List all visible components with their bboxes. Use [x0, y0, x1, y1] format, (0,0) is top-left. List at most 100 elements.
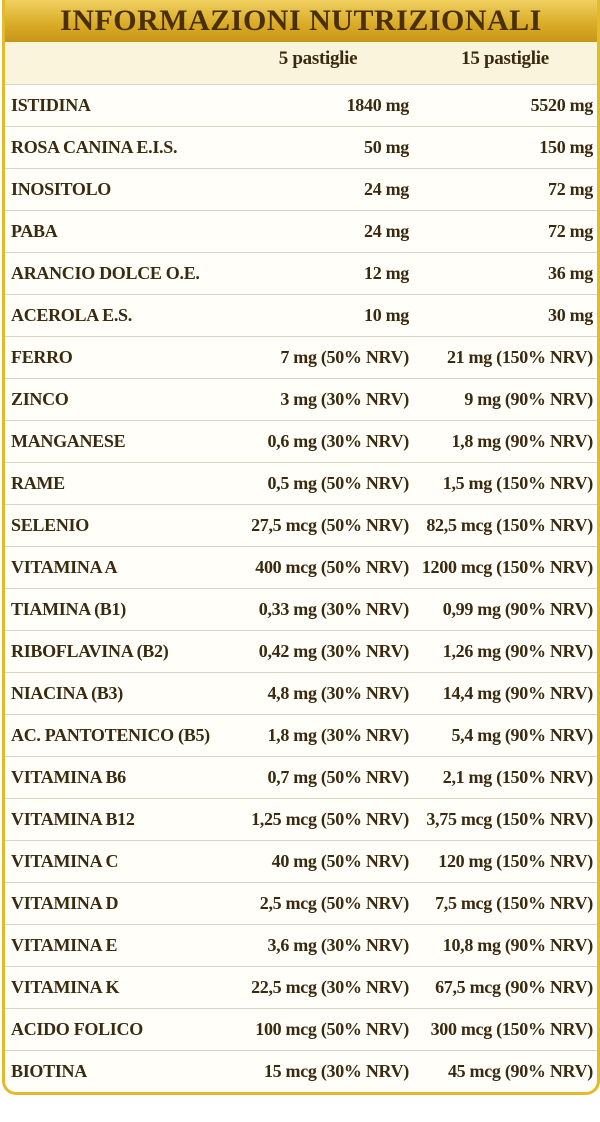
column-header: 5 pastiglie — [223, 42, 413, 85]
nutrient-amount: 72 mg — [413, 210, 597, 253]
table-row: ARANCIO DOLCE O.E. 12 mg 36 mg — [5, 252, 597, 295]
nutrient-name: PABA — [5, 210, 223, 253]
table-row: ZINCO 3 mg (30% NRV) 9 mg (90% NRV) — [5, 378, 597, 421]
nutrient-amount: 14,4 mg (90% NRV) — [413, 672, 597, 715]
nutrient-amount: 400 mcg (50% NRV) — [223, 546, 413, 589]
nutrient-name: TIAMINA (B1) — [5, 588, 223, 631]
nutrient-amount: 22,5 mcg (30% NRV) — [223, 966, 413, 1009]
nutrient-name: VITAMINA A — [5, 546, 223, 589]
nutrient-amount: 67,5 mcg (90% NRV) — [413, 966, 597, 1009]
table-row: PABA 24 mg 72 mg — [5, 210, 597, 253]
nutrient-amount: 50 mg — [223, 126, 413, 169]
nutrition-table: 5 pastiglie 15 pastiglie ISTIDINA 1840 mg 5… — [5, 42, 597, 1092]
nutrient-amount: 27,5 mcg (50% NRV) — [223, 504, 413, 547]
nutrient-amount: 7 mg (50% NRV) — [223, 336, 413, 379]
table-row: TIAMINA (B1) 0,33 mg (30% NRV) 0,99 mg (90… — [5, 588, 597, 631]
nutrient-name: RAME — [5, 462, 223, 505]
nutrient-amount: 72 mg — [413, 168, 597, 211]
nutrient-amount: 21 mg (150% NRV) — [413, 336, 597, 379]
nutrient-amount: 3,75 mcg (150% NRV) — [413, 798, 597, 841]
table-row: AC. PANTOTENICO (B5) 1,8 mg (30% NRV) 5,4 … — [5, 714, 597, 757]
nutrient-name: BIOTINA — [11, 1060, 87, 1081]
nutrient-amount: 24 mg — [223, 210, 413, 253]
nutrient-amount: 100 mcg (50% NRV) — [223, 1008, 413, 1051]
nutrient-amount: 120 mg (150% NRV) — [413, 840, 597, 883]
nutrient-amount: 1,26 mg (90% NRV) — [413, 630, 597, 673]
nutrient-amount: 2,1 mg (150% NRV) — [413, 756, 597, 799]
table-row: ACEROLA E.S. 10 mg 30 mg — [5, 294, 597, 337]
nutrient-amount: 0,33 mg (30% NRV) — [223, 588, 413, 631]
nutrient-amount: 24 mg — [223, 168, 413, 211]
nutrient-amount: 4,8 mg (30% NRV) — [223, 672, 413, 715]
table-row: VITAMINA C 40 mg (50% NRV) 120 mg (150% NR… — [5, 840, 597, 883]
nutrient-amount: 3 mg (30% NRV) — [223, 378, 413, 421]
table-row: INOSITOLO 24 mg 72 mg — [5, 168, 597, 211]
nutrient-name: NIACINA (B3) — [5, 672, 223, 715]
nutrient-amount: 1,25 mcg (50% NRV) — [223, 798, 413, 841]
nutrient-amount: 0,7 mg (50% NRV) — [223, 756, 413, 799]
table-row: VITAMINA B6 0,7 mg (50% NRV) 2,1 mg (150% … — [5, 756, 597, 799]
nutrient-name: INOSITOLO — [5, 168, 223, 211]
table-row: VITAMINA D 2,5 mcg (50% NRV) 7,5 mcg (150%… — [5, 882, 597, 925]
column-header: 15 pastiglie — [413, 42, 597, 85]
nutrient-amount: 1,8 mg (30% NRV) — [223, 714, 413, 757]
table-row: ROSA CANINA E.I.S. 50 mg 150 mg — [5, 126, 597, 169]
table-row: RIBOFLAVINA (B2) 0,42 mg (30% NRV) 1,26 mg… — [5, 630, 597, 673]
nutrient-name: MANGANESE — [5, 420, 223, 463]
nutrient-name: VITAMINA B6 — [5, 756, 223, 799]
nutrient-name: VITAMINA C — [5, 840, 223, 883]
nutrient-name: VITAMINA K — [5, 966, 223, 1009]
table-row: MANGANESE 0,6 mg (30% NRV) 1,8 mg (90% NRV… — [5, 420, 597, 463]
table-row: VITAMINA A 400 mcg (50% NRV) 1200 mcg (150… — [5, 546, 597, 589]
nutrient-name: FERRO — [5, 336, 223, 379]
nutrient-name: RIBOFLAVINA (B2) — [5, 630, 223, 673]
nutrient-amount: 5,4 mg (90% NRV) — [413, 714, 597, 757]
nutrient-name: SELENIO — [5, 504, 223, 547]
nutrient-amount: 1,5 mg (150% NRV) — [413, 462, 597, 505]
table-row: SELENIO 27,5 mcg (50% NRV) 82,5 mcg (150% … — [5, 504, 597, 547]
nutrient-amount: 40 mg (50% NRV) — [223, 840, 413, 883]
nutrient-amount: 1840 mg — [223, 84, 413, 127]
nutrient-amount: 82,5 mcg (150% NRV) — [413, 504, 597, 547]
nutrient-amount: 5520 mg — [413, 84, 597, 127]
nutrient-amount: 7,5 mcg (150% NRV) — [413, 882, 597, 925]
nutrient-name: VITAMINA D — [5, 882, 223, 925]
nutrient-amount: 10,8 mg (90% NRV) — [413, 924, 597, 967]
nutrient-name: AC. PANTOTENICO (B5) — [5, 714, 223, 757]
nutrient-name: ISTIDINA — [5, 84, 223, 127]
header-row: 5 pastiglie 15 pastiglie — [5, 42, 597, 85]
nutrient-amount: 45 mcg (90% NRV) — [447, 1060, 593, 1081]
nutrient-name: ARANCIO DOLCE O.E. — [5, 252, 223, 295]
nutrient-name: ACEROLA E.S. — [5, 294, 223, 337]
nutrition-panel: INFORMAZIONI NUTRIZIONALI 5 pastiglie 15 … — [2, 0, 600, 1095]
nutrient-amount: 0,99 mg (90% NRV) — [413, 588, 597, 631]
header-cell — [5, 42, 223, 85]
nutrient-amount: 10 mg — [223, 294, 413, 337]
table-row: BIOTINA 15 mcg (30% NRV) 45 mcg (90% NRV) — [5, 1050, 597, 1092]
nutrient-amount: 0,5 mg (50% NRV) — [223, 462, 413, 505]
table-row: ACIDO FOLICO 100 mcg (50% NRV) 300 mcg (15… — [5, 1008, 597, 1051]
nutrient-amount: 15 mcg (30% NRV) — [263, 1060, 409, 1081]
nutrient-name: VITAMINA B12 — [5, 798, 223, 841]
table-row: VITAMINA B12 1,25 mcg (50% NRV) 3,75 mcg (… — [5, 798, 597, 841]
nutrient-amount: 12 mg — [223, 252, 413, 295]
nutrient-amount: 3,6 mg (30% NRV) — [223, 924, 413, 967]
nutrient-amount: 9 mg (90% NRV) — [413, 378, 597, 421]
table-row: NIACINA (B3) 4,8 mg (30% NRV) 14,4 mg (90%… — [5, 672, 597, 715]
nutrient-amount: 2,5 mcg (50% NRV) — [223, 882, 413, 925]
nutrient-name: ROSA CANINA E.I.S. — [5, 126, 223, 169]
nutrient-name: ACIDO FOLICO — [5, 1008, 223, 1051]
nutrient-name: ZINCO — [5, 378, 223, 421]
table-row: ISTIDINA 1840 mg 5520 mg — [5, 84, 597, 127]
nutrient-amount: 0,6 mg (30% NRV) — [223, 420, 413, 463]
nutrient-amount: 300 mcg (150% NRV) — [413, 1008, 597, 1051]
nutrient-name: VITAMINA E — [5, 924, 223, 967]
table-row: FERRO 7 mg (50% NRV) 21 mg (150% NRV) — [5, 336, 597, 379]
nutrient-amount: 1200 mcg (150% NRV) — [413, 546, 597, 589]
table-row: VITAMINA E 3,6 mg (30% NRV) 10,8 mg (90% N… — [5, 924, 597, 967]
table-row: RAME 0,5 mg (50% NRV) 1,5 mg (150% NRV) — [5, 462, 597, 505]
table-row: VITAMINA K 22,5 mcg (30% NRV) 67,5 mcg (90… — [5, 966, 597, 1009]
nutrient-amount: 36 mg — [413, 252, 597, 295]
nutrient-amount: 30 mg — [413, 294, 597, 337]
